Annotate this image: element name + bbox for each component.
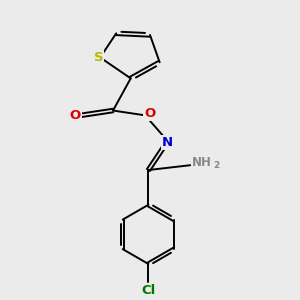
Text: Cl: Cl — [141, 284, 155, 297]
Text: O: O — [69, 109, 81, 122]
Text: S: S — [94, 51, 103, 64]
Text: 2: 2 — [213, 161, 220, 170]
Text: O: O — [144, 107, 156, 120]
Text: N: N — [162, 136, 173, 149]
Text: NH: NH — [191, 156, 212, 169]
